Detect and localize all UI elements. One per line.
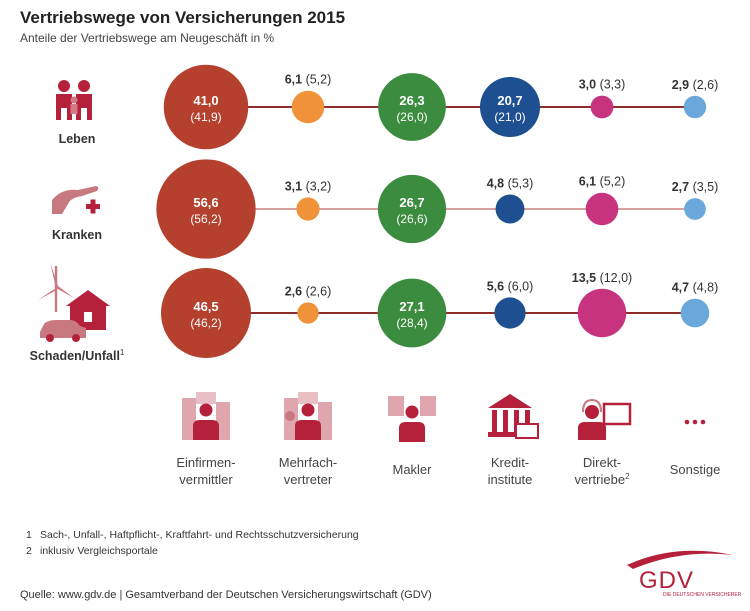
bubble-schadenunfall-4	[577, 288, 627, 338]
value-label: 2,9 (2,6)	[672, 78, 719, 92]
footnotes: 1 Sach-, Unfall-, Haftpflicht-, Kraftfahr…	[26, 527, 359, 559]
footnote-2: 2 inklusiv Vergleichsportale	[26, 545, 158, 557]
prev-value-label: (28,4)	[396, 316, 427, 330]
prev-value-label: (56,2)	[190, 212, 221, 226]
chart-subtitle: Anteile der Vertriebswege am Neugeschäft…	[20, 31, 275, 45]
bubble-leben-3	[479, 76, 541, 138]
bubble-schadenunfall-0	[160, 267, 252, 359]
channel-label-0: Einfirmen-vermittler	[176, 455, 235, 487]
bubble-leben-5	[683, 95, 707, 119]
category-label-1: Kranken	[52, 228, 102, 242]
value-label: 56,6	[193, 195, 218, 210]
category-label-2: Schaden/Unfall1	[30, 348, 125, 363]
source-line: Quelle: www.gdv.de | Gesamtverband der D…	[20, 589, 432, 601]
bubble-leben-2	[378, 73, 446, 141]
prev-value-label: (26,6)	[396, 212, 427, 226]
value-label: 2,7 (3,5)	[672, 180, 719, 194]
channel-label-2: Makler	[392, 462, 432, 477]
hand-cross-icon	[52, 186, 100, 214]
value-label: 41,0	[193, 93, 218, 108]
chart-title: Vertriebswege von Versicherungen 2015	[20, 8, 346, 27]
businesswoman-icon	[182, 392, 230, 440]
value-label: 4,7 (4,8)	[672, 281, 719, 295]
prev-value-label: (26,0)	[396, 110, 427, 124]
bubble-kranken-2	[377, 174, 447, 244]
broker-documents-icon	[388, 396, 436, 442]
bubble-kranken-3	[495, 194, 525, 224]
value-label: 20,7	[497, 93, 522, 108]
value-label: 4,8 (5,3)	[487, 177, 534, 191]
bubble-leben-1	[291, 90, 325, 124]
value-label: 27,1	[399, 299, 424, 314]
value-label: 26,7	[399, 195, 424, 210]
bubble-kranken-5	[684, 198, 706, 220]
family-icon	[56, 80, 92, 120]
value-label: 13,5 (12,0)	[572, 271, 632, 285]
value-label: 5,6 (6,0)	[487, 279, 534, 293]
value-label: 3,1 (3,2)	[285, 179, 332, 193]
value-label: 2,6 (2,6)	[285, 284, 332, 298]
value-label: 26,3	[399, 93, 424, 108]
channel-label-1: Mehrfach-vertreter	[279, 455, 338, 487]
bank-building-icon	[488, 394, 539, 439]
businessman-buildings-icon	[284, 392, 332, 440]
bubble-kranken-4	[585, 192, 619, 226]
category-label-0: Leben	[59, 132, 96, 146]
bubble-schadenunfall-1	[297, 302, 319, 324]
house-car-wind-icon	[38, 262, 110, 342]
value-label: 3,0 (3,3)	[579, 78, 626, 92]
prev-value-label: (21,0)	[494, 110, 525, 124]
bubble-leben-4	[590, 95, 614, 119]
bubble-leben-0	[163, 64, 249, 150]
channel-label-4: Direkt-vertriebe2	[574, 455, 630, 487]
prev-value-label: (46,2)	[190, 316, 221, 330]
bubble-kranken-0	[156, 159, 256, 259]
bubble-kranken-1	[296, 197, 320, 221]
footnote-1: 1 Sach-, Unfall-, Haftpflicht-, Kraftfahr…	[26, 529, 359, 541]
ellipsis-icon	[684, 419, 706, 425]
prev-value-label: (41,9)	[190, 110, 221, 124]
channel-label-3: Kredit-institute	[488, 455, 533, 487]
bubble-schadenunfall-5	[680, 298, 710, 328]
channel-label-5: Sonstige	[670, 462, 721, 477]
value-label: 6,1 (5,2)	[285, 73, 332, 87]
gdv-logo: GDV DIE DEUTSCHEN VERSICHERER	[625, 545, 741, 601]
value-label: 6,1 (5,2)	[579, 175, 626, 189]
value-label: 46,5	[193, 299, 218, 314]
bubble-schadenunfall-2	[377, 278, 447, 348]
bubble-schadenunfall-3	[494, 297, 526, 329]
headset-agent-icon	[578, 398, 632, 440]
